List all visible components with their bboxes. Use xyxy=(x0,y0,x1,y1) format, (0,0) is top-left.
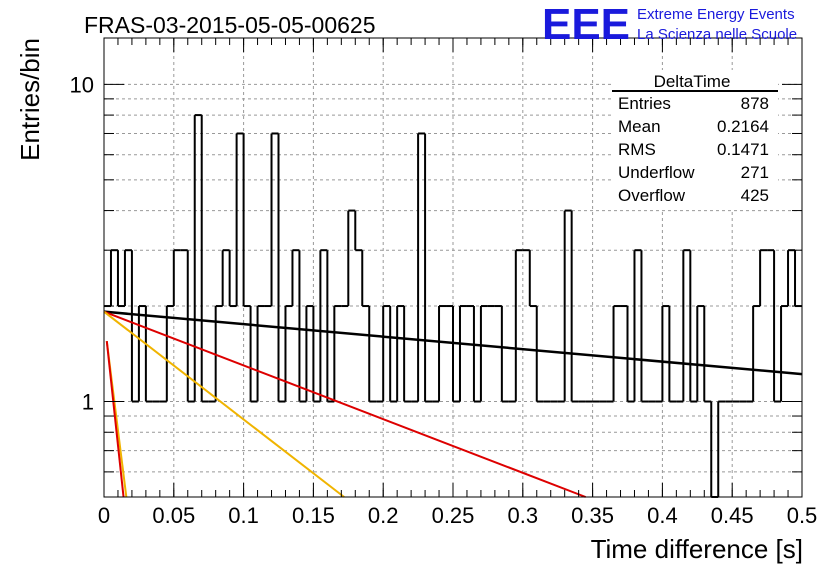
grid xyxy=(104,38,802,498)
logo: EEE Extreme Energy Events La Scienza nel… xyxy=(542,0,797,49)
x-tick-label: 0.4 xyxy=(647,503,678,528)
x-tick-label: 0 xyxy=(98,503,110,528)
x-tick-label: 0.45 xyxy=(711,503,754,528)
chart-title: FRAS-03-2015-05-05-00625 xyxy=(84,12,376,38)
stats-value-mean: 0.2164 xyxy=(717,117,769,136)
stats-value-rms: 0.1471 xyxy=(717,140,769,159)
stats-label-underflow: Underflow xyxy=(618,163,695,182)
x-tick-label: 0.1 xyxy=(228,503,259,528)
y-tick-label: 10 xyxy=(70,72,94,97)
stats-value-underflow: 271 xyxy=(741,163,769,182)
x-tick-label: 0.25 xyxy=(432,503,475,528)
x-tick-label: 0.35 xyxy=(571,503,614,528)
y-tick-label: 1 xyxy=(82,390,94,415)
stats-box: DeltaTime Entries 878 Mean 0.2164 RMS 0.… xyxy=(612,70,778,210)
x-tick-label: 0.05 xyxy=(152,503,195,528)
stats-box-bg xyxy=(612,70,778,210)
stats-label-rms: RMS xyxy=(618,140,656,159)
fit-line xyxy=(103,310,345,498)
y-axis-label: Entries/bin xyxy=(15,38,45,161)
fit-line xyxy=(103,310,803,376)
logo-mark: EEE xyxy=(542,0,630,49)
histogram xyxy=(104,114,802,498)
stats-label-mean: Mean xyxy=(618,117,661,136)
x-tick-label: 0.3 xyxy=(508,503,539,528)
x-tick-label: 0.15 xyxy=(292,503,335,528)
fit-line xyxy=(103,310,586,498)
axis-ticks xyxy=(103,38,803,498)
logo-line1: Extreme Energy Events xyxy=(637,6,795,23)
stats-value-overflow: 425 xyxy=(741,186,769,205)
stats-label-overflow: Overflow xyxy=(618,186,686,205)
x-tick-label: 0.5 xyxy=(787,503,818,528)
stats-title: DeltaTime xyxy=(654,72,731,91)
logo-line2: La Scienza nelle Scuole xyxy=(637,26,797,43)
fit-lines xyxy=(103,310,803,498)
x-axis-label: Time difference [s] xyxy=(591,534,803,564)
fit-line xyxy=(105,341,125,498)
stats-label-entries: Entries xyxy=(618,94,671,113)
tick-labels: 0 0.05 0.1 0.15 0.2 0.25 0.3 0.35 0.4 0.45 0.5 1 10 xyxy=(70,72,818,528)
stats-value-entries: 878 xyxy=(741,94,769,113)
x-tick-label: 0.2 xyxy=(368,503,399,528)
